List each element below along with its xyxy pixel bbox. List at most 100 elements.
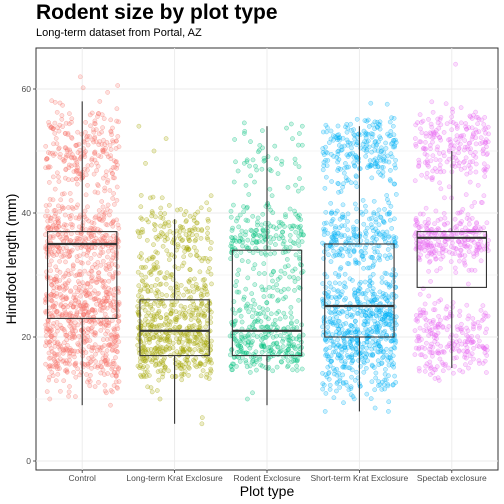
data-point	[372, 249, 378, 255]
data-point	[281, 287, 287, 292]
data-point	[68, 198, 74, 203]
data-point	[483, 140, 489, 145]
data-point	[67, 216, 73, 221]
data-point	[159, 292, 165, 298]
data-point	[329, 179, 334, 184]
data-point	[159, 195, 165, 201]
data-point	[391, 181, 397, 187]
data-point	[320, 370, 325, 376]
data-point	[337, 266, 343, 272]
data-point	[234, 218, 239, 224]
data-point	[95, 363, 101, 369]
data-point	[332, 226, 338, 231]
data-point	[262, 157, 268, 163]
data-point	[204, 374, 209, 380]
data-point	[57, 234, 63, 240]
data-point	[443, 306, 449, 312]
data-point	[208, 368, 214, 374]
data-point	[361, 257, 366, 262]
data-point	[106, 248, 111, 254]
data-point	[149, 359, 155, 365]
data-point	[361, 309, 367, 314]
data-point	[233, 159, 238, 165]
data-point	[428, 121, 434, 127]
data-point	[198, 333, 204, 339]
data-point	[104, 238, 109, 244]
data-point	[348, 121, 353, 127]
data-point	[103, 354, 108, 360]
data-point	[251, 307, 256, 313]
data-point	[273, 333, 279, 339]
data-point	[110, 358, 116, 364]
data-point	[182, 304, 188, 310]
data-point	[321, 163, 327, 169]
data-point	[91, 332, 97, 337]
data-point	[59, 116, 65, 122]
data-point	[342, 297, 347, 303]
data-point	[463, 362, 468, 367]
data-point	[208, 193, 214, 199]
data-point	[377, 329, 383, 335]
data-point	[451, 151, 457, 157]
data-point	[427, 242, 432, 248]
data-point	[150, 307, 155, 312]
data-point	[268, 240, 273, 245]
data-point	[357, 286, 363, 292]
data-point	[350, 150, 356, 156]
data-point	[349, 145, 354, 151]
data-point	[47, 396, 53, 402]
data-point	[181, 244, 187, 250]
data-point	[252, 179, 257, 185]
data-point	[57, 122, 63, 128]
data-point	[63, 145, 69, 151]
data-point	[107, 271, 112, 277]
data-point	[63, 332, 68, 338]
data-point	[111, 299, 116, 304]
data-point	[368, 396, 374, 401]
data-point	[88, 318, 93, 324]
data-point	[238, 250, 244, 255]
data-point	[43, 333, 49, 339]
data-point	[386, 211, 392, 217]
data-point	[103, 145, 108, 151]
data-point	[360, 345, 366, 350]
data-point	[341, 170, 347, 176]
data-point	[381, 293, 387, 299]
data-point	[441, 211, 447, 216]
data-point	[365, 165, 370, 170]
data-point	[453, 246, 459, 251]
data-point	[243, 286, 249, 292]
data-point	[69, 177, 75, 183]
data-point	[296, 215, 302, 221]
data-point	[274, 156, 279, 162]
data-point	[349, 374, 354, 380]
data-point	[166, 368, 171, 374]
data-point	[239, 319, 245, 325]
data-point	[296, 164, 302, 170]
data-point	[258, 362, 264, 368]
data-point	[254, 240, 259, 246]
data-point	[438, 343, 444, 349]
data-point	[344, 129, 350, 135]
data-point	[284, 125, 289, 131]
data-point	[412, 328, 418, 333]
data-point	[438, 297, 444, 303]
data-point	[207, 357, 213, 363]
data-point	[382, 316, 387, 321]
data-point	[388, 178, 393, 184]
data-point	[104, 348, 110, 353]
data-point	[56, 146, 61, 152]
data-point	[331, 248, 337, 254]
data-point	[369, 131, 374, 136]
data-point	[376, 343, 382, 349]
data-point	[229, 320, 234, 325]
data-point	[186, 373, 191, 378]
data-point	[459, 341, 465, 347]
data-point	[76, 216, 82, 222]
data-point	[415, 220, 420, 225]
data-point	[61, 224, 66, 230]
data-point	[186, 234, 192, 240]
data-point	[378, 215, 384, 220]
data-point	[100, 249, 106, 255]
data-point	[43, 343, 48, 349]
